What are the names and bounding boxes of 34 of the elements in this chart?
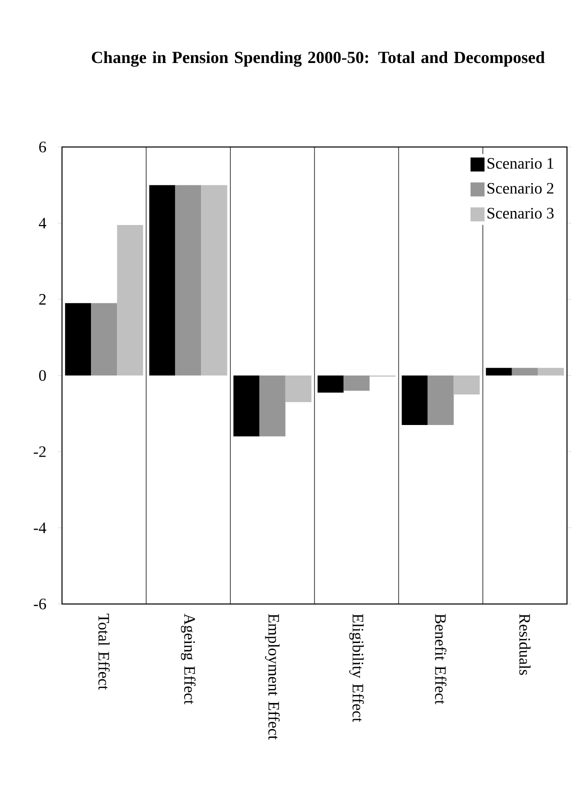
bar bbox=[512, 368, 538, 376]
legend-label: Scenario 2 bbox=[488, 182, 554, 194]
bar bbox=[318, 375, 344, 393]
bar bbox=[402, 375, 428, 425]
bar bbox=[175, 185, 202, 376]
legend-label: Scenario 3 bbox=[488, 208, 554, 219]
y-tick-label: 4 bbox=[38, 218, 46, 228]
x-tick-label: Eligibility Effect bbox=[349, 614, 364, 722]
bar bbox=[486, 368, 512, 376]
chart-title: Change in Pension Spending 2000-50: Total and Decomposed bbox=[92, 51, 545, 67]
bar bbox=[91, 303, 118, 376]
x-tick-label: Benefit Effect bbox=[435, 614, 446, 704]
y-tick-label: -4 bbox=[34, 522, 46, 534]
bar bbox=[233, 375, 260, 436]
y-tick-label: -6 bbox=[34, 598, 46, 610]
bar bbox=[428, 375, 454, 425]
y-tick-label: -2 bbox=[34, 446, 46, 457]
x-tick-label: Residuals bbox=[519, 614, 531, 675]
bar bbox=[201, 185, 228, 376]
bar bbox=[149, 185, 176, 376]
y-tick-label: 0 bbox=[39, 370, 46, 381]
bar bbox=[454, 375, 480, 395]
bar bbox=[117, 225, 144, 376]
x-tick-label: Employment Effect bbox=[265, 614, 280, 740]
x-tick-label: Total Effect bbox=[98, 614, 110, 690]
bar bbox=[538, 368, 564, 376]
legend-label: Scenario 1 bbox=[488, 158, 554, 169]
y-tick-label: 6 bbox=[39, 142, 46, 152]
bar bbox=[344, 375, 370, 391]
bar bbox=[259, 375, 286, 436]
y-tick-label: 2 bbox=[39, 294, 46, 305]
bar bbox=[65, 303, 92, 376]
bar bbox=[285, 375, 312, 402]
x-tick-label: Ageing Effect bbox=[180, 614, 196, 704]
